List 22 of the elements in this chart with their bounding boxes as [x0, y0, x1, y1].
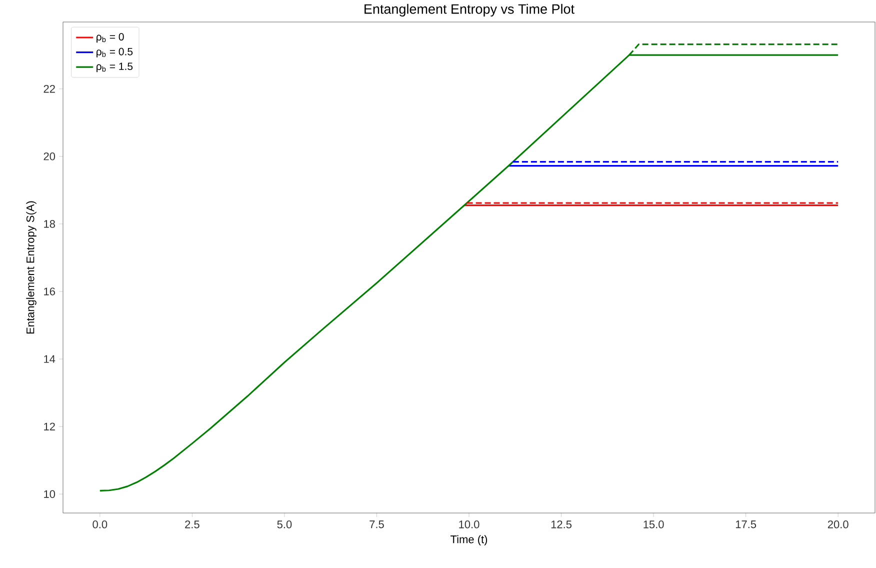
chart-title: Entanglement Entropy vs Time Plot [364, 4, 574, 16]
y-axis-title: Entanglement Entropy S(A) [26, 201, 36, 334]
y-tick-label: 18 [44, 220, 55, 228]
x-tick-label: 12.5 [551, 520, 572, 528]
y-tick-label: 12 [44, 422, 55, 430]
y-tick-label: 10 [44, 490, 56, 498]
legend-label: ρ$_{b}$ = 0.5 [96, 48, 133, 58]
x-tick-label: 15.0 [644, 520, 664, 528]
x-tick-label: 17.5 [736, 520, 756, 528]
x-tick-label: 5.0 [277, 520, 292, 528]
x-tick-label: 7.5 [370, 520, 384, 528]
x-tick-label: 10.0 [459, 520, 480, 528]
y-tick-label: 22 [44, 85, 55, 93]
x-tick-label: 0.0 [92, 520, 108, 528]
y-tick-label: 14 [44, 355, 56, 363]
x-axis-title: Time (t) [450, 535, 488, 546]
x-tick-label: 2.5 [185, 520, 200, 528]
y-tick-label: 16 [44, 288, 55, 296]
y-tick-label: 20 [44, 152, 56, 160]
x-tick-label: 20.0 [828, 520, 848, 528]
legend-label: ρ$_{b}$ = 0 [96, 33, 124, 43]
legend-label: ρ$_{b}$ = 1.5 [96, 62, 133, 72]
